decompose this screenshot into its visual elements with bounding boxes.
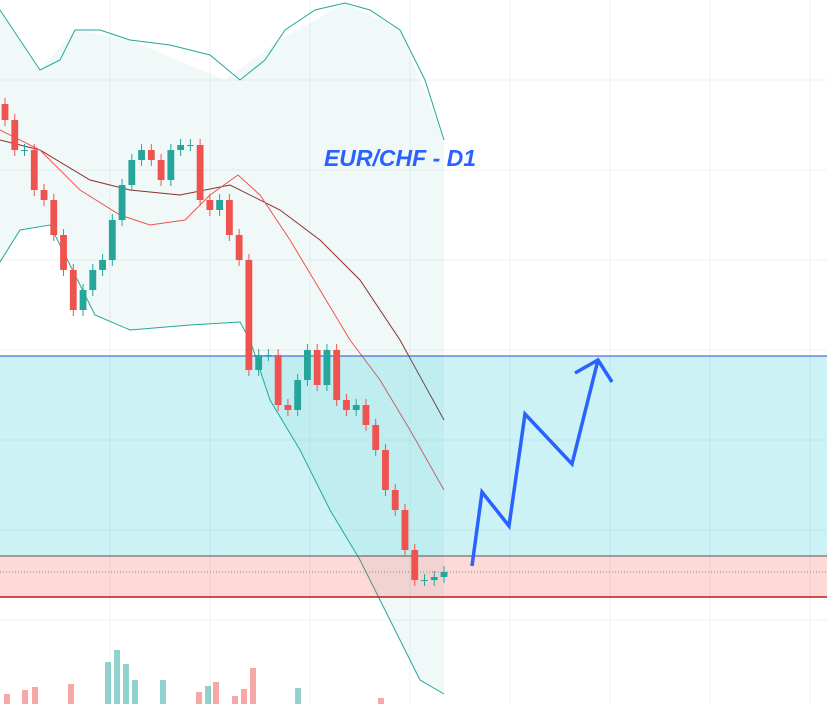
chart-title: EUR/CHF - D1 — [324, 145, 476, 171]
candles — [1, 98, 448, 586]
candle-body — [284, 405, 292, 410]
candle-body — [147, 150, 155, 160]
candle-body — [30, 150, 38, 190]
candle-body — [118, 185, 126, 220]
candle-body — [225, 200, 233, 235]
candle-body — [69, 270, 77, 310]
candle-body — [235, 235, 243, 260]
candle-body — [255, 355, 263, 370]
volume — [4, 650, 384, 704]
candle-body — [372, 425, 380, 450]
candle-body — [99, 260, 106, 270]
candle-body — [138, 150, 145, 160]
candle-body — [274, 355, 282, 405]
candle-body — [411, 550, 419, 580]
candle-body — [108, 220, 116, 260]
candle-body — [1, 104, 9, 120]
candle-body — [40, 190, 48, 200]
candle-body — [430, 577, 438, 580]
candle-body — [89, 270, 97, 290]
candle-body — [128, 160, 136, 185]
candle-body — [21, 150, 28, 151]
candle-body — [362, 405, 370, 425]
candle-body — [216, 200, 224, 210]
candle-body — [157, 160, 165, 180]
candle-body — [177, 145, 185, 150]
bollinger-lower — [0, 224, 445, 695]
moving-average-fast — [0, 129, 445, 491]
candle-body — [79, 290, 87, 310]
candle-body — [352, 405, 360, 410]
candle-body — [50, 200, 58, 235]
candle-body — [401, 510, 409, 550]
bollinger-fill — [0, 3, 444, 694]
candle-body — [206, 200, 214, 210]
candle-body — [421, 580, 428, 581]
candle-body — [304, 350, 311, 380]
candle-body — [167, 150, 175, 180]
candle-body — [391, 490, 399, 510]
candle-body — [382, 450, 389, 490]
candle-body — [196, 145, 204, 200]
candle-body — [313, 350, 321, 385]
candle-body — [60, 235, 67, 270]
candle-body — [294, 380, 302, 410]
candle-body — [245, 260, 253, 370]
projection-arrow — [470, 357, 614, 567]
candle-body — [333, 350, 341, 400]
candle-body — [186, 145, 194, 146]
candle-body — [440, 572, 448, 577]
candle-body — [11, 120, 19, 150]
moving-average-slow — [0, 139, 445, 421]
candle-body — [264, 355, 272, 356]
bollinger-upper — [0, 2, 445, 141]
resistance-zone — [0, 356, 827, 556]
candle-body — [323, 350, 331, 385]
candle-body — [343, 400, 350, 410]
